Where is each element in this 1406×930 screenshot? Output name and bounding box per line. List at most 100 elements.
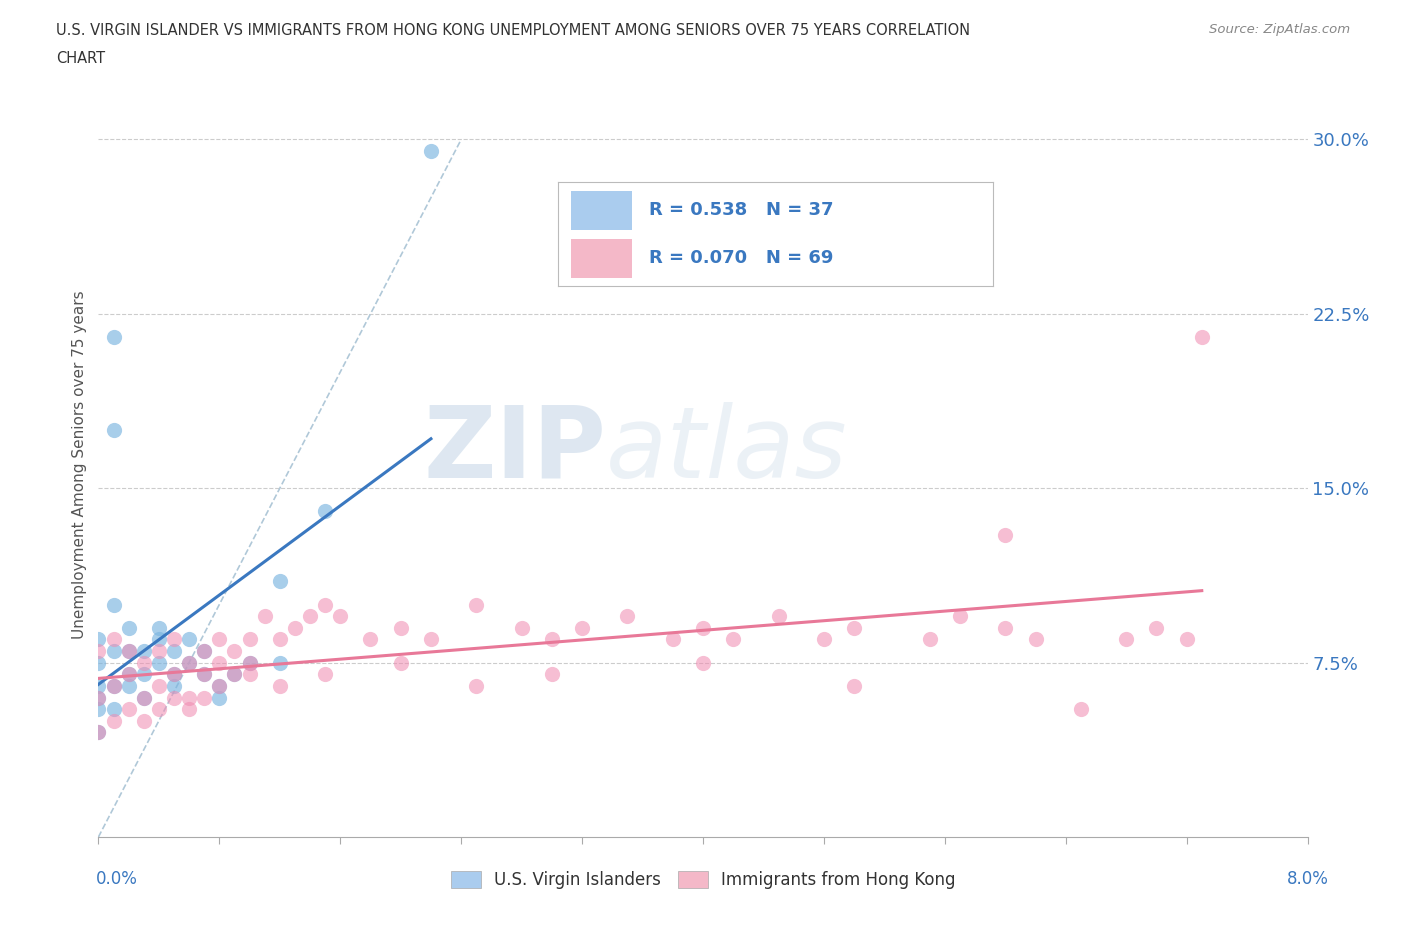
Text: U.S. VIRGIN ISLANDER VS IMMIGRANTS FROM HONG KONG UNEMPLOYMENT AMONG SENIORS OVE: U.S. VIRGIN ISLANDER VS IMMIGRANTS FROM … bbox=[56, 23, 970, 38]
Legend: U.S. Virgin Islanders, Immigrants from Hong Kong: U.S. Virgin Islanders, Immigrants from H… bbox=[444, 864, 962, 896]
Point bbox=[103, 644, 125, 658]
Point bbox=[299, 609, 322, 624]
Point bbox=[193, 644, 215, 658]
Point bbox=[314, 504, 336, 519]
Point bbox=[239, 656, 262, 671]
Point bbox=[132, 656, 155, 671]
Point bbox=[87, 725, 110, 740]
Point bbox=[179, 656, 201, 671]
Point bbox=[269, 574, 291, 589]
Point bbox=[163, 632, 186, 647]
Point bbox=[224, 644, 246, 658]
Point bbox=[314, 597, 336, 612]
Point bbox=[118, 667, 141, 682]
Point bbox=[224, 667, 246, 682]
Point bbox=[118, 644, 141, 658]
Point bbox=[103, 597, 125, 612]
Point bbox=[87, 690, 110, 705]
Point bbox=[103, 679, 125, 694]
Point bbox=[918, 632, 941, 647]
Point bbox=[1146, 620, 1168, 635]
Point bbox=[132, 667, 155, 682]
Point bbox=[420, 632, 443, 647]
Point bbox=[465, 679, 488, 694]
Y-axis label: Unemployment Among Seniors over 75 years: Unemployment Among Seniors over 75 years bbox=[72, 291, 87, 639]
Point bbox=[661, 632, 683, 647]
Point bbox=[269, 656, 291, 671]
Point bbox=[148, 620, 170, 635]
Point bbox=[87, 690, 110, 705]
Point bbox=[949, 609, 972, 624]
Point bbox=[616, 609, 638, 624]
Point bbox=[132, 690, 155, 705]
Point bbox=[132, 644, 155, 658]
Point bbox=[208, 679, 231, 694]
Point bbox=[224, 667, 246, 682]
Point bbox=[103, 713, 125, 728]
Point bbox=[540, 667, 562, 682]
Point bbox=[87, 679, 110, 694]
Point bbox=[148, 702, 170, 717]
Point bbox=[208, 679, 231, 694]
Text: atlas: atlas bbox=[606, 402, 848, 498]
Point bbox=[193, 667, 215, 682]
Point bbox=[103, 632, 125, 647]
Point bbox=[87, 725, 110, 740]
Point bbox=[193, 644, 215, 658]
Point bbox=[768, 609, 790, 624]
Point bbox=[148, 679, 170, 694]
Point bbox=[163, 667, 186, 682]
Text: 8.0%: 8.0% bbox=[1286, 870, 1329, 888]
Point bbox=[239, 667, 262, 682]
Point bbox=[239, 656, 262, 671]
Point bbox=[723, 632, 745, 647]
Point bbox=[1025, 632, 1047, 647]
Point bbox=[103, 679, 125, 694]
Point bbox=[844, 679, 866, 694]
Point bbox=[118, 679, 141, 694]
Point bbox=[132, 690, 155, 705]
Point bbox=[994, 527, 1017, 542]
Point bbox=[132, 713, 155, 728]
Point bbox=[193, 690, 215, 705]
Point bbox=[163, 667, 186, 682]
Point bbox=[179, 632, 201, 647]
Text: CHART: CHART bbox=[56, 51, 105, 66]
Point bbox=[284, 620, 307, 635]
Point bbox=[692, 620, 714, 635]
Point bbox=[692, 656, 714, 671]
Point bbox=[389, 620, 412, 635]
Point bbox=[360, 632, 382, 647]
Point bbox=[87, 632, 110, 647]
Text: 0.0%: 0.0% bbox=[96, 870, 138, 888]
Point bbox=[510, 620, 533, 635]
Point bbox=[148, 656, 170, 671]
Point bbox=[314, 667, 336, 682]
Point bbox=[208, 656, 231, 671]
Point bbox=[118, 702, 141, 717]
Point bbox=[1115, 632, 1137, 647]
Point bbox=[420, 144, 443, 159]
Point bbox=[179, 690, 201, 705]
Point bbox=[389, 656, 412, 671]
Point bbox=[163, 644, 186, 658]
Point bbox=[118, 667, 141, 682]
Point bbox=[193, 667, 215, 682]
Point bbox=[208, 632, 231, 647]
Text: ZIP: ZIP bbox=[423, 402, 606, 498]
Point bbox=[269, 632, 291, 647]
Point bbox=[179, 656, 201, 671]
Point bbox=[87, 702, 110, 717]
Point bbox=[103, 702, 125, 717]
Point bbox=[87, 656, 110, 671]
Point bbox=[329, 609, 352, 624]
Text: Source: ZipAtlas.com: Source: ZipAtlas.com bbox=[1209, 23, 1350, 36]
Point bbox=[103, 422, 125, 438]
Point bbox=[208, 690, 231, 705]
Point bbox=[465, 597, 488, 612]
Point bbox=[118, 644, 141, 658]
Point bbox=[253, 609, 276, 624]
Point bbox=[1070, 702, 1092, 717]
Point bbox=[148, 644, 170, 658]
Point bbox=[179, 702, 201, 717]
